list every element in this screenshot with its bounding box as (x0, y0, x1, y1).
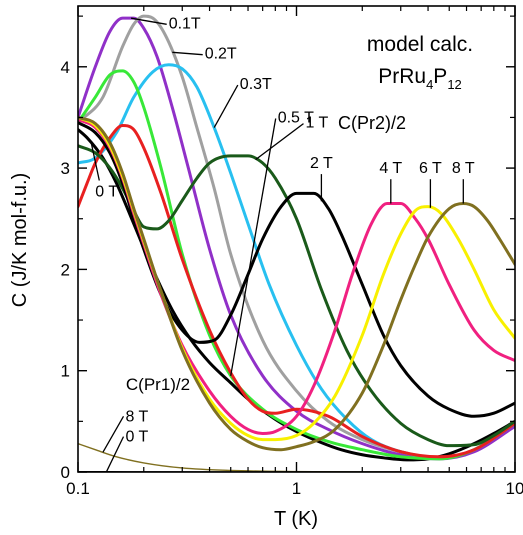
compound-subscript-12: 12 (447, 77, 461, 92)
x-tick-label: 1 (292, 479, 301, 498)
curve-label: 0.1T (169, 15, 201, 32)
curve-label: 0.2T (205, 46, 237, 63)
y-axis-label: C (J/K mol-f.u.) (9, 173, 31, 307)
y-tick-label: 2 (61, 260, 70, 279)
x-axis-label: T (K) (274, 508, 318, 530)
curve-label: 0 T (126, 429, 149, 446)
curve-label: 0 T (95, 184, 118, 201)
model-calc-label: model calc. (367, 33, 473, 56)
curve-label: 8 T (126, 408, 149, 425)
compound-prru: PrRu (378, 65, 426, 88)
pr2-label: C(Pr2)/2 (338, 113, 406, 133)
compound-p: P (433, 65, 447, 88)
curve-label: 8 T (452, 160, 475, 177)
curve-label: 0.3T (240, 76, 272, 93)
y-tick-label: 1 (61, 362, 70, 381)
curve-label: 4 T (379, 160, 402, 177)
compound-subscript-4: 4 (426, 77, 433, 92)
y-tick-label: 3 (61, 159, 70, 178)
x-tick-label: 10 (506, 479, 523, 498)
curve-label: 1 T (306, 115, 329, 132)
pr1-label: C(Pr1)/2 (126, 375, 190, 394)
x-tick-label: 0.1 (66, 479, 90, 498)
y-tick-label: 4 (61, 58, 70, 77)
curve-label: 2 T (310, 155, 333, 172)
curve-label: 6 T (419, 160, 442, 177)
